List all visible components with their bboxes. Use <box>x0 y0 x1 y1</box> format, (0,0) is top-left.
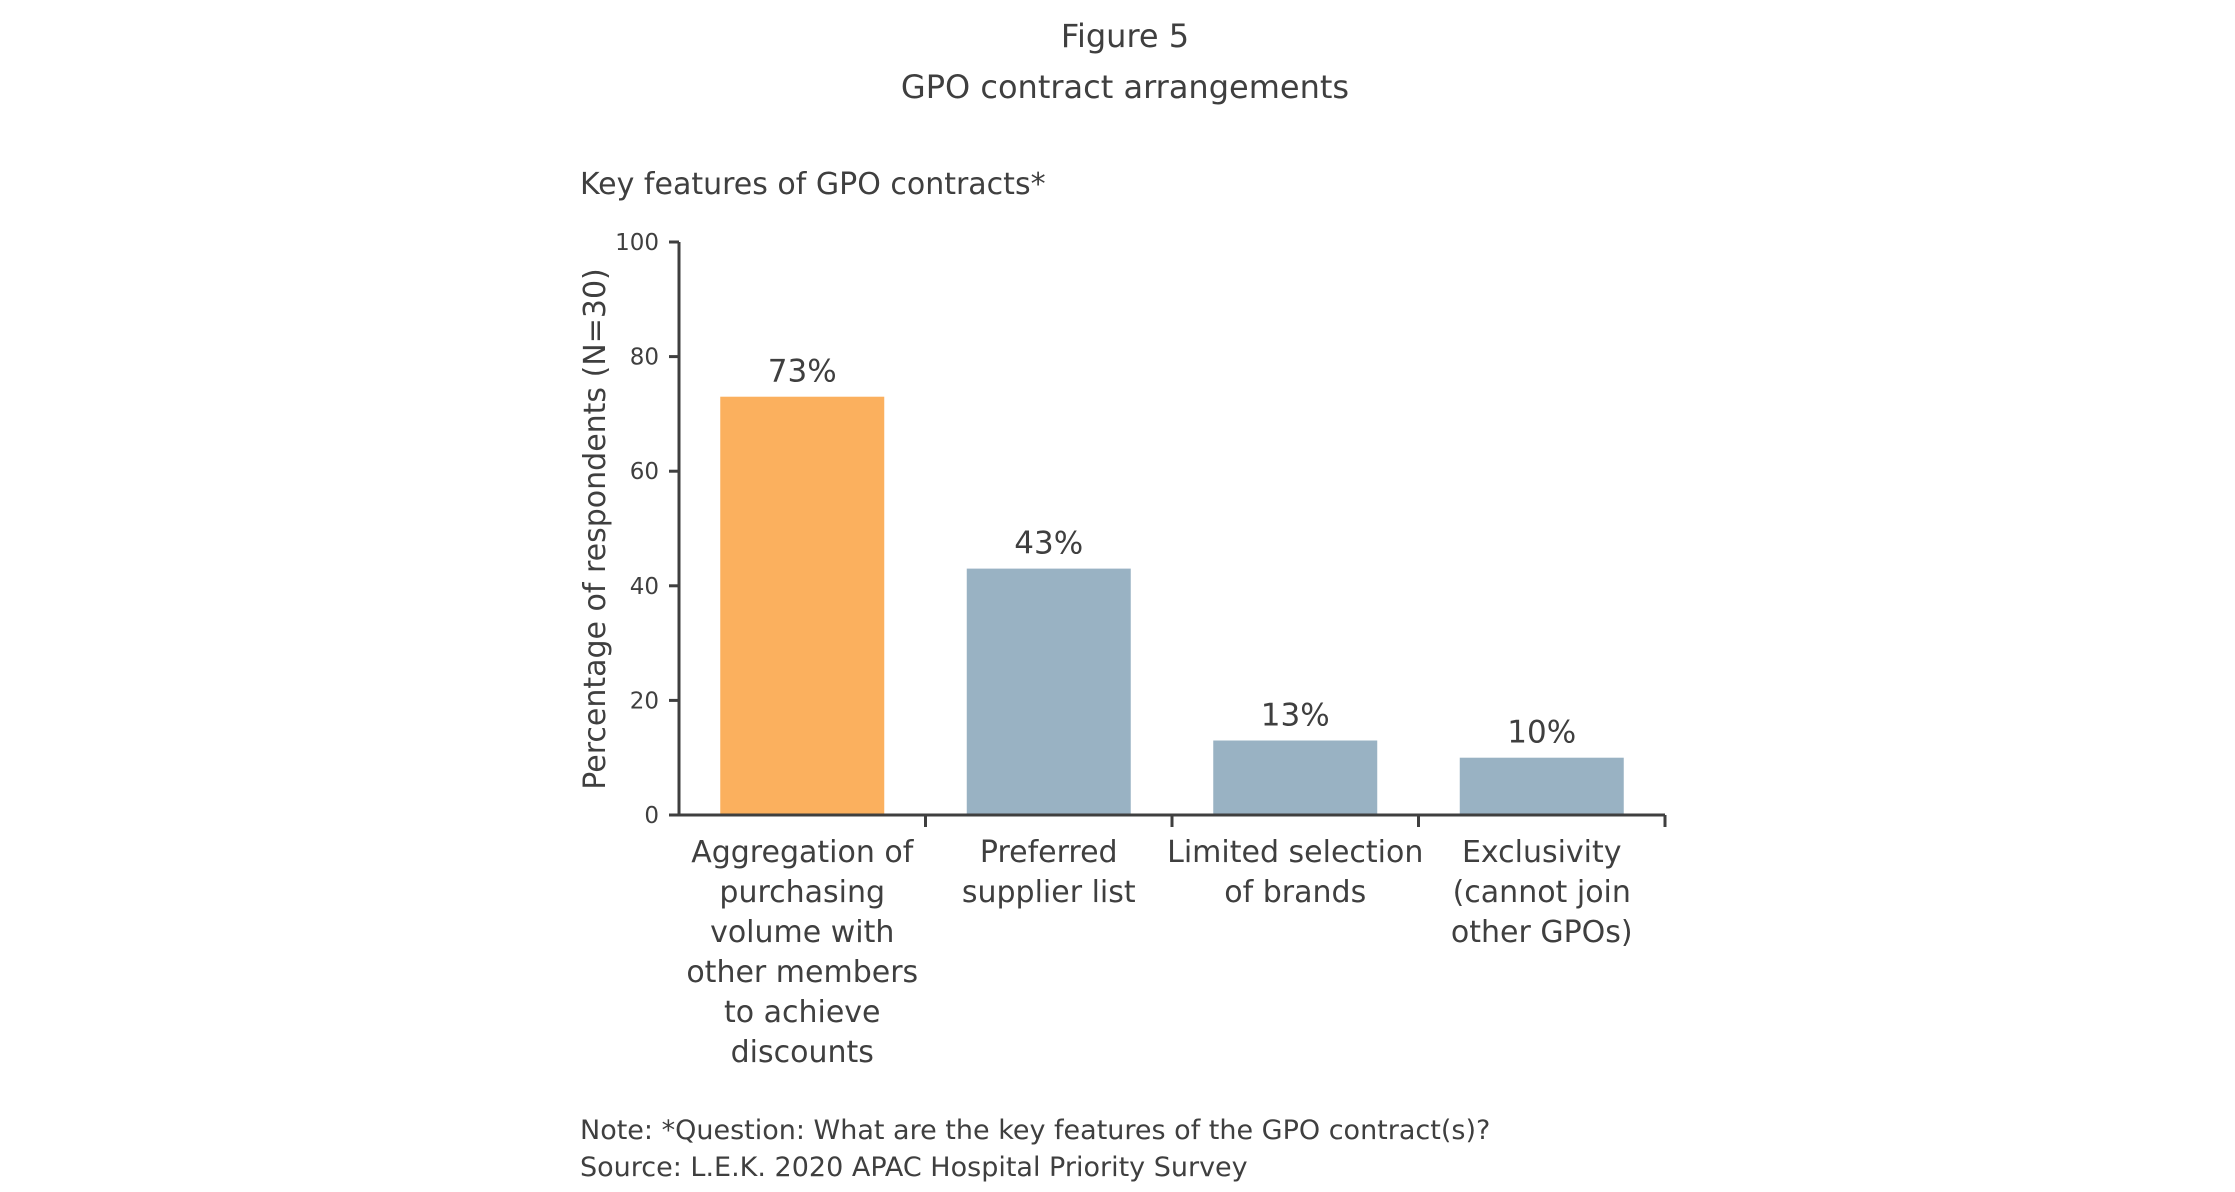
bar <box>720 396 885 814</box>
x-tick-label: Aggregation of purchasing volume with other… <box>686 835 918 1070</box>
y-tick-label: 20 <box>630 688 659 714</box>
y-tick-label: 80 <box>630 345 659 371</box>
figure-label: Figure 5 <box>1061 17 1189 55</box>
y-tick-label: 100 <box>615 230 659 256</box>
data-label: 73% <box>768 354 837 390</box>
y-tick-label: 40 <box>630 574 659 600</box>
bar <box>1459 757 1624 814</box>
bar <box>966 568 1131 814</box>
y-tick-label: 0 <box>644 803 659 829</box>
data-label: 43% <box>1014 526 1083 562</box>
source-text: Source: L.E.K. 2020 APAC Hospital Priori… <box>580 1152 1248 1183</box>
bar <box>1213 740 1378 814</box>
x-tick-label: Preferred supplier list <box>962 835 1136 910</box>
chart-title: GPO contract arrangements <box>901 68 1349 106</box>
data-label: 13% <box>1261 698 1330 734</box>
x-tick-label: Exclusivity (cannot join other GPOs) <box>1451 835 1633 950</box>
chart-subtitle: Key features of GPO contracts* <box>580 167 1046 202</box>
note-text: Note: *Question: What are the key featur… <box>580 1115 1490 1146</box>
x-tick-label: Limited selection of brands <box>1167 835 1423 910</box>
y-axis-label: Percentage of respondents (N=30) <box>578 268 613 790</box>
data-label: 10% <box>1507 715 1576 751</box>
y-tick-label: 60 <box>630 459 659 485</box>
